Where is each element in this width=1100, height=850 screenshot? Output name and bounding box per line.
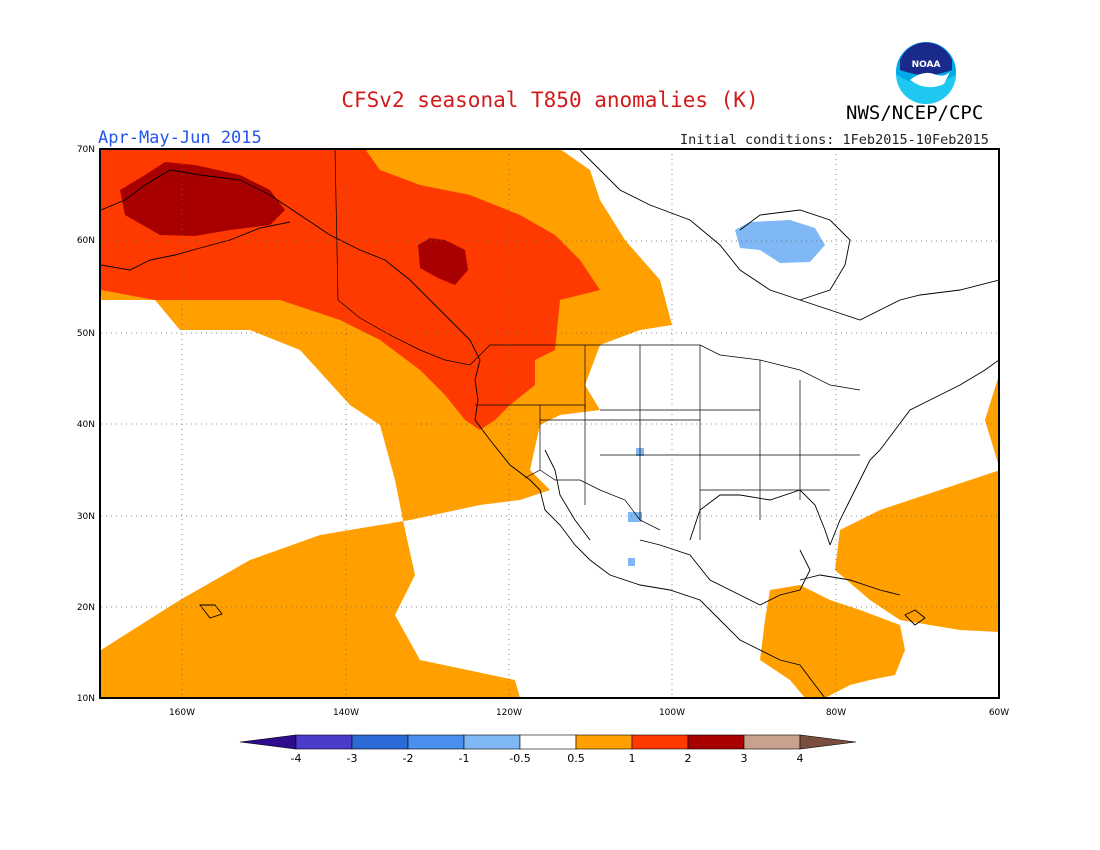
initial-conditions-label: Initial conditions: 1Feb2015-10Feb2015 [680, 132, 989, 148]
colorbar-tick-label: -2 [403, 752, 414, 765]
anomaly-region-darkred-bc [418, 238, 468, 285]
lon-label: 120W [496, 708, 522, 718]
lat-label: 50N [77, 329, 95, 339]
lon-label: 160W [169, 708, 195, 718]
latitude-labels: 70N 60N 50N 40N 30N 20N 10N [77, 145, 95, 704]
season-label: Apr-May-Jun 2015 [98, 128, 262, 148]
colorbar-segment [631, 734, 689, 750]
colorbar-segment [575, 734, 633, 750]
colorbar-segment [687, 734, 745, 750]
colorbar-tick-label: 1 [629, 752, 636, 765]
lat-label: 30N [77, 512, 95, 522]
lon-label: 100W [659, 708, 685, 718]
noaa-logo: NOAA [896, 42, 956, 104]
anomaly-region-cool-hudson [735, 220, 825, 263]
anomaly-region-darkred-alaska [120, 162, 285, 236]
colorbar-segment [743, 734, 801, 750]
lat-label: 60N [77, 236, 95, 246]
anomaly-region-orange-caribbean [760, 585, 905, 698]
colorbar-tick-label: 0.5 [567, 752, 585, 765]
noaa-logo-text: NOAA [912, 60, 941, 70]
colorbar-tick-labels: -4 -3 -2 -1 -0.5 0.5 1 2 3 4 [291, 752, 804, 765]
colorbar-tick-label: -4 [291, 752, 302, 765]
anomaly-cell-cool-mx2 [628, 558, 635, 566]
colorbar-segment [519, 734, 577, 750]
map-title: CFSv2 seasonal T850 anomalies (K) [341, 88, 759, 112]
colorbar-segment [407, 734, 465, 750]
colorbar-arrow-left [239, 734, 297, 750]
colorbar-tick-label: 3 [741, 752, 748, 765]
colorbar-tick-label: 2 [685, 752, 692, 765]
political-borders [334, 149, 861, 540]
agency-label: NWS/NCEP/CPC [846, 102, 984, 124]
colorbar-segment [295, 734, 353, 750]
colorbar-tick-label: -0.5 [509, 752, 530, 765]
lon-label: 140W [333, 708, 359, 718]
anomaly-cell-cool-mx1 [628, 512, 642, 522]
map-frame [99, 148, 1000, 699]
lat-label: 70N [77, 145, 95, 155]
lon-label: 80W [826, 708, 846, 718]
anomaly-region-orange-east [835, 375, 999, 632]
lon-label: 60W [989, 708, 1009, 718]
colorbar-tick-label: 4 [797, 752, 804, 765]
colorbar-segment [463, 734, 521, 750]
lat-label: 40N [77, 420, 95, 430]
colorbar [239, 734, 857, 750]
lat-label: 20N [77, 603, 95, 613]
lat-label: 10N [77, 694, 95, 704]
coastlines [101, 149, 999, 698]
colorbar-tick-label: -3 [347, 752, 358, 765]
longitude-labels: 160W 140W 120W 100W 80W 60W [169, 708, 1009, 718]
colorbar-segment [351, 734, 409, 750]
colorbar-tick-label: -1 [459, 752, 470, 765]
colorbar-arrow-right [799, 734, 857, 750]
